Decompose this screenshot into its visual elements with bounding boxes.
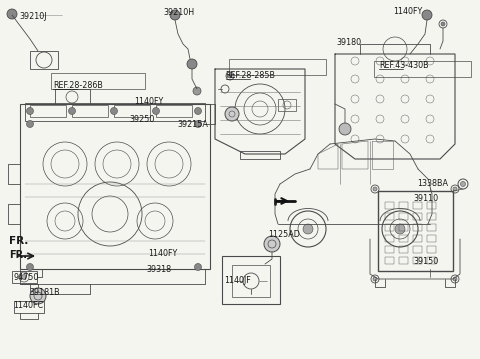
Bar (232, 265, 270, 297)
Circle shape (170, 10, 180, 20)
Bar (413, 246, 422, 253)
Bar (20, 104, 210, 269)
Bar (385, 235, 394, 242)
Bar (25, 103, 205, 121)
Circle shape (264, 236, 280, 252)
Text: 39210H: 39210H (163, 8, 194, 17)
Bar (30, 51, 58, 69)
Bar (240, 151, 280, 159)
Circle shape (69, 107, 75, 115)
Bar (385, 202, 394, 209)
Bar (399, 235, 408, 242)
Circle shape (228, 74, 232, 78)
Text: 1140FY: 1140FY (394, 7, 423, 16)
Bar (427, 257, 436, 264)
Text: 39250: 39250 (130, 115, 155, 124)
Bar (427, 213, 436, 220)
Circle shape (194, 107, 202, 115)
Circle shape (30, 288, 46, 304)
Circle shape (153, 107, 159, 115)
Bar (12, 271, 37, 283)
Text: 39110: 39110 (414, 194, 439, 203)
Bar (385, 213, 394, 220)
Circle shape (422, 10, 432, 20)
Circle shape (395, 224, 405, 234)
Bar (399, 224, 408, 231)
Circle shape (26, 107, 34, 115)
Text: 1140JF: 1140JF (225, 276, 252, 285)
Text: FR.: FR. (9, 250, 27, 260)
Bar (413, 224, 422, 231)
Bar (55, 89, 90, 104)
Bar (427, 202, 436, 209)
Circle shape (26, 264, 34, 270)
Circle shape (460, 182, 466, 186)
Circle shape (373, 277, 377, 281)
Text: FR.: FR. (9, 236, 28, 246)
Circle shape (110, 107, 118, 115)
Bar (385, 224, 394, 231)
Bar (399, 257, 408, 264)
Bar (72, 105, 108, 117)
Text: 39180: 39180 (336, 38, 361, 47)
Text: 1338BA: 1338BA (418, 178, 449, 188)
Text: 94750: 94750 (13, 272, 39, 282)
Text: 39181B: 39181B (30, 288, 60, 297)
Bar (399, 202, 408, 209)
Text: 1140FY: 1140FY (148, 248, 177, 258)
Text: 1125AD: 1125AD (268, 229, 300, 239)
Text: REF.43-430B: REF.43-430B (379, 61, 429, 70)
Text: 39150: 39150 (414, 257, 439, 266)
Circle shape (194, 264, 202, 270)
Text: REF.28-285B: REF.28-285B (226, 71, 276, 80)
Circle shape (339, 123, 351, 135)
Bar (278, 99, 296, 111)
Circle shape (193, 87, 201, 95)
Circle shape (26, 121, 34, 127)
Bar (427, 235, 436, 242)
Bar (413, 257, 422, 264)
Bar (399, 246, 408, 253)
Circle shape (187, 59, 197, 69)
Bar (14, 301, 44, 313)
Bar (413, 213, 422, 220)
Bar (427, 224, 436, 231)
Bar (222, 256, 280, 304)
Circle shape (7, 9, 17, 19)
Text: 39215A: 39215A (178, 120, 208, 130)
Text: 1140FC: 1140FC (13, 301, 44, 311)
Circle shape (453, 277, 457, 281)
Circle shape (441, 22, 445, 26)
Bar (385, 257, 394, 264)
Text: 1140FY: 1140FY (134, 97, 164, 106)
Circle shape (373, 187, 377, 191)
Circle shape (22, 275, 26, 280)
Text: 39318: 39318 (146, 265, 171, 275)
Circle shape (194, 121, 202, 127)
Circle shape (453, 187, 457, 191)
Text: 39210J: 39210J (19, 11, 47, 21)
Bar (30, 105, 66, 117)
Bar (413, 235, 422, 242)
Circle shape (303, 224, 313, 234)
Bar (413, 202, 422, 209)
Circle shape (225, 107, 239, 121)
Bar (114, 105, 150, 117)
Bar (399, 213, 408, 220)
Bar (378, 191, 453, 271)
Text: REF.28-286B: REF.28-286B (53, 81, 103, 90)
Bar (156, 105, 192, 117)
Bar (427, 246, 436, 253)
Bar (385, 246, 394, 253)
